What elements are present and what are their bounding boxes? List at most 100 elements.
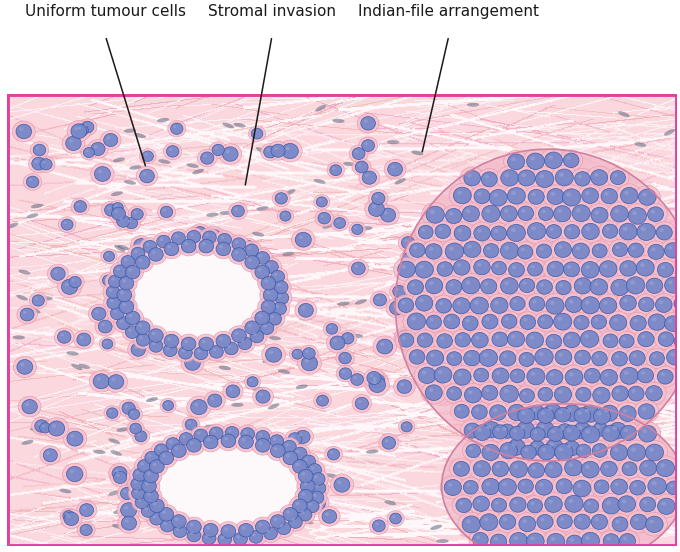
Ellipse shape: [334, 217, 345, 229]
Ellipse shape: [498, 359, 510, 363]
Ellipse shape: [495, 264, 498, 268]
Ellipse shape: [426, 206, 444, 223]
Ellipse shape: [122, 308, 143, 328]
Ellipse shape: [279, 448, 301, 468]
Ellipse shape: [252, 232, 265, 237]
Ellipse shape: [516, 386, 538, 406]
Ellipse shape: [629, 351, 645, 365]
Ellipse shape: [71, 364, 82, 370]
Ellipse shape: [163, 143, 182, 160]
Ellipse shape: [94, 145, 98, 148]
Ellipse shape: [247, 327, 267, 346]
Ellipse shape: [549, 465, 553, 469]
Ellipse shape: [583, 373, 595, 377]
Ellipse shape: [503, 427, 507, 431]
Ellipse shape: [658, 262, 673, 277]
Ellipse shape: [588, 511, 611, 533]
Ellipse shape: [138, 476, 160, 496]
Ellipse shape: [606, 501, 611, 505]
Ellipse shape: [105, 277, 108, 280]
Ellipse shape: [591, 207, 608, 223]
Ellipse shape: [488, 364, 513, 387]
Ellipse shape: [70, 470, 74, 474]
Ellipse shape: [116, 317, 131, 330]
Ellipse shape: [482, 205, 500, 222]
Ellipse shape: [107, 304, 127, 322]
Ellipse shape: [491, 487, 503, 491]
Ellipse shape: [80, 336, 84, 339]
Ellipse shape: [596, 391, 601, 395]
Ellipse shape: [215, 147, 218, 150]
Ellipse shape: [255, 311, 269, 325]
Ellipse shape: [132, 487, 146, 500]
Ellipse shape: [269, 336, 281, 340]
Ellipse shape: [157, 442, 169, 447]
Ellipse shape: [139, 323, 142, 327]
Ellipse shape: [190, 233, 194, 236]
Ellipse shape: [159, 451, 173, 465]
Ellipse shape: [592, 444, 607, 458]
Ellipse shape: [568, 240, 594, 263]
Ellipse shape: [419, 264, 424, 269]
Ellipse shape: [129, 409, 139, 420]
Ellipse shape: [575, 350, 590, 365]
Ellipse shape: [535, 479, 553, 495]
Ellipse shape: [390, 301, 405, 315]
Ellipse shape: [599, 221, 622, 241]
Ellipse shape: [129, 484, 149, 502]
Ellipse shape: [589, 440, 611, 460]
Ellipse shape: [138, 498, 141, 502]
Ellipse shape: [184, 242, 188, 246]
Ellipse shape: [296, 450, 300, 453]
Ellipse shape: [301, 306, 305, 310]
Ellipse shape: [656, 460, 675, 476]
Ellipse shape: [486, 448, 490, 452]
Ellipse shape: [608, 383, 632, 405]
Ellipse shape: [429, 281, 434, 285]
Ellipse shape: [414, 364, 440, 387]
Ellipse shape: [112, 207, 126, 220]
Ellipse shape: [502, 314, 517, 328]
Ellipse shape: [168, 512, 190, 532]
Ellipse shape: [325, 512, 329, 516]
Ellipse shape: [70, 434, 75, 438]
Ellipse shape: [224, 527, 228, 531]
Ellipse shape: [504, 389, 509, 393]
Ellipse shape: [602, 425, 619, 442]
Ellipse shape: [613, 173, 617, 177]
Ellipse shape: [496, 439, 522, 463]
Ellipse shape: [401, 422, 412, 432]
Ellipse shape: [167, 146, 179, 157]
Ellipse shape: [362, 140, 375, 151]
Ellipse shape: [615, 283, 619, 287]
Ellipse shape: [411, 151, 424, 155]
Ellipse shape: [624, 204, 651, 228]
Ellipse shape: [483, 422, 500, 438]
Ellipse shape: [29, 155, 49, 173]
Ellipse shape: [194, 429, 207, 442]
Ellipse shape: [568, 499, 573, 503]
Ellipse shape: [660, 373, 665, 376]
Ellipse shape: [420, 336, 424, 339]
Ellipse shape: [496, 421, 518, 442]
Ellipse shape: [479, 418, 505, 442]
Ellipse shape: [599, 298, 617, 314]
Ellipse shape: [496, 238, 523, 263]
Ellipse shape: [175, 343, 196, 362]
Ellipse shape: [330, 164, 341, 176]
Ellipse shape: [101, 249, 117, 264]
Ellipse shape: [404, 277, 427, 298]
Ellipse shape: [509, 263, 524, 277]
Ellipse shape: [125, 405, 129, 408]
Ellipse shape: [354, 226, 357, 229]
Ellipse shape: [254, 130, 257, 133]
Ellipse shape: [601, 189, 617, 204]
Ellipse shape: [491, 298, 508, 314]
Ellipse shape: [157, 286, 182, 308]
Ellipse shape: [556, 169, 573, 185]
Ellipse shape: [517, 442, 540, 463]
Ellipse shape: [252, 436, 273, 455]
Ellipse shape: [197, 427, 219, 447]
Ellipse shape: [120, 291, 124, 294]
Ellipse shape: [241, 339, 245, 343]
